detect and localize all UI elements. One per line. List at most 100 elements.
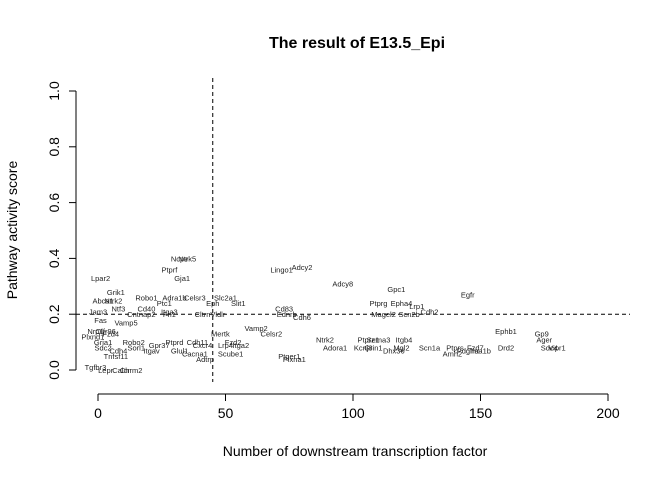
point-label: Chrm2	[120, 366, 143, 375]
point-label: Ager	[536, 335, 552, 344]
point-label: Ednrb	[277, 310, 297, 319]
point-label: Lrp1	[409, 302, 424, 311]
axes: 0 50 100 150 200 0.0 0.2 0.4 0.6 0.8 1.0	[46, 81, 620, 421]
point-label: Egfr	[461, 291, 475, 300]
point-label: Ptger1	[278, 352, 300, 361]
point-label: Gp9	[535, 330, 549, 339]
y-tick-label: 0.0	[46, 360, 62, 380]
point-label: Lepr	[98, 366, 114, 375]
point-label: Ptc1	[157, 299, 172, 308]
point-label: Tnfsf11	[104, 352, 128, 361]
point-label: Fzd4	[102, 330, 119, 339]
point-label: Gja1	[174, 274, 190, 283]
point-label: Fas	[94, 316, 107, 325]
point-label: Adcy2	[292, 263, 313, 272]
point-label: Gpr37	[149, 341, 170, 350]
point-label: Adcy8	[332, 280, 353, 289]
y-axis-label: Pathway activity score	[4, 161, 20, 300]
point-label: Adtrp	[196, 355, 214, 364]
point-label: Gria1	[94, 338, 112, 347]
point-label: Magel2	[371, 310, 396, 319]
point-label: Nrp1	[87, 327, 103, 336]
point-label: Scn1a	[419, 344, 441, 353]
point-label: Cdh11	[187, 338, 209, 347]
point-label: Lingo1	[270, 266, 293, 275]
point-label: Vamp2	[244, 324, 267, 333]
point-label: Itgav	[143, 346, 160, 355]
x-tick-label: 100	[341, 405, 365, 421]
point-label: Itga2	[232, 341, 249, 350]
x-tick-label: 150	[469, 405, 493, 421]
point-label: Itga3	[161, 307, 178, 316]
point-label: Dhx36	[383, 346, 405, 355]
point-label: Abca1	[92, 296, 113, 305]
point-label: Jam3	[89, 307, 107, 316]
point-label: Ptprz1	[357, 335, 379, 344]
point-label: Scn2b	[398, 310, 419, 319]
point-label: Calcr	[112, 366, 130, 375]
point-label: Robo2	[123, 338, 145, 347]
point-label: Cd83	[275, 305, 293, 314]
point-label: Eph	[206, 299, 219, 308]
threshold-lines	[76, 78, 630, 382]
point-label: Ptprs	[446, 344, 464, 353]
point-label: Lpar2	[91, 274, 110, 283]
point-label: Ephb1	[495, 327, 517, 336]
x-tick-label: 0	[94, 405, 102, 421]
point-label: Plxnd1	[81, 333, 104, 342]
point-label: Sorl1	[127, 344, 145, 353]
point-label: Cd40	[137, 305, 155, 314]
point-label: Fn1	[163, 310, 176, 319]
y-tick-label: 0.4	[46, 248, 62, 268]
point-label: Slit1	[231, 299, 246, 308]
x-tick-label: 50	[218, 405, 234, 421]
point-label: Olfr96	[95, 327, 115, 336]
point-label: Gpc1	[387, 285, 405, 294]
y-tick-label: 0.2	[46, 304, 62, 324]
y-tick-label: 0.8	[46, 137, 62, 157]
point-label: Cdh4	[109, 346, 127, 355]
point-label: Ptprf	[161, 266, 178, 275]
point-label: Mertk	[211, 330, 230, 339]
point-label: Glul1	[171, 346, 189, 355]
point-label: Cltrn	[195, 310, 211, 319]
y-tick-label: 0.6	[46, 193, 62, 213]
point-label: Cdh2	[421, 307, 439, 316]
point-label: Sdc4	[541, 344, 558, 353]
point-label: Ntrk2	[104, 296, 122, 305]
point-label: Lrp4	[218, 341, 233, 350]
point-label: Vipr1	[548, 344, 565, 353]
point-label: Sema3	[367, 335, 391, 344]
point-label: Cxcr4	[193, 341, 213, 350]
point-label: Plxna1	[283, 355, 306, 364]
point-label: Adra1b	[162, 293, 186, 302]
point-label: Ncpe	[171, 254, 189, 263]
point-label: Grin1	[364, 344, 382, 353]
point-label: Mgl2	[393, 344, 409, 353]
point-label: Vamp5	[114, 319, 137, 328]
point-label: Drd2	[498, 344, 514, 353]
point-label: Ptprg	[370, 299, 388, 308]
point-label: Tgfbr3	[85, 363, 107, 372]
point-label: Ntrk2	[316, 335, 334, 344]
point-label: Slc2a1	[214, 293, 237, 302]
point-label: Scube1	[218, 349, 243, 358]
point-label: Cacna1	[182, 349, 208, 358]
point-label: Ntrk5	[178, 254, 196, 263]
point-label: Sdc2	[95, 344, 112, 353]
x-axis-label: Number of downstream transcription facto…	[223, 443, 488, 459]
point-label: Cntnap2	[127, 310, 155, 319]
point-label: Fzd7	[467, 344, 484, 353]
point-label: Kcnj8	[354, 344, 373, 353]
point-label: Ptprd	[166, 338, 184, 347]
point-label: Ntf3	[112, 305, 126, 314]
point-label: Adora1	[323, 344, 347, 353]
point-label: Robo1	[135, 293, 157, 302]
point-label: Celsr3	[184, 293, 206, 302]
point-label: Ifna1b	[470, 346, 491, 355]
point-label: Fzd2	[225, 338, 242, 347]
point-label: Cdh6	[293, 313, 311, 322]
